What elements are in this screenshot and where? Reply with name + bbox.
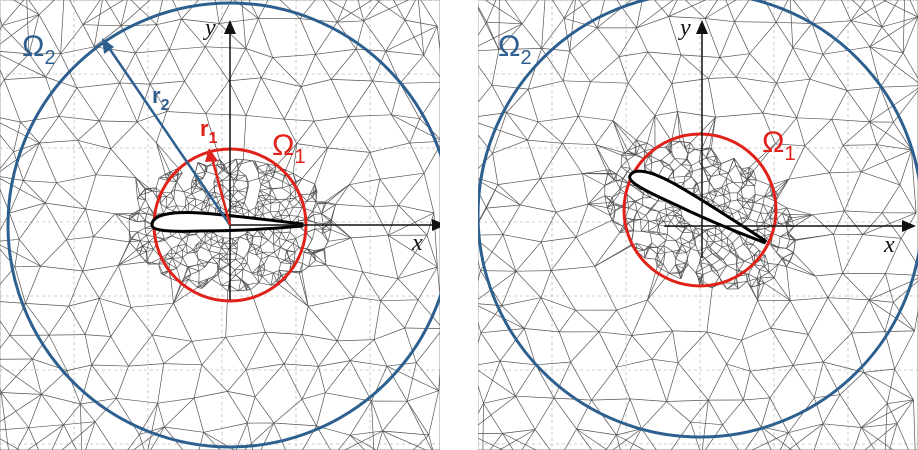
x-axis-label: x: [411, 230, 423, 256]
y-axis-label: y: [203, 15, 216, 41]
outer-radius-line: [105, 44, 232, 226]
omega-inner-label: Ω1: [272, 129, 306, 168]
omega-outer-label: Ω2: [22, 30, 56, 69]
y-axis-label: y: [678, 15, 691, 41]
x-axis-arrow: [902, 220, 916, 232]
r-inner-label: r1: [200, 116, 218, 147]
mesh-panel-left: y x Ω2 r2 r1 Ω1: [0, 0, 440, 450]
omega-outer-label: Ω2: [498, 30, 532, 69]
coordinate-axes: [224, 20, 440, 300]
x-axis-arrow: [432, 219, 440, 231]
inner-radius-line: [210, 157, 232, 226]
mesh-diagram-right: y x Ω2 Ω1: [478, 0, 918, 450]
airfoil: [628, 169, 768, 245]
omega-inner-label: Ω1: [762, 126, 796, 165]
panel-border: [478, 0, 918, 450]
outer-radius-arrow: [102, 38, 114, 54]
inner-radius-arrow: [205, 148, 218, 162]
inner-domain-circle: [622, 132, 778, 288]
r-outer-label: r2: [152, 83, 170, 114]
mesh-diagram-left: y x Ω2 r2 r1 Ω1: [0, 0, 440, 450]
y-axis-arrow: [696, 20, 708, 34]
y-axis-arrow: [224, 20, 236, 34]
outer-domain-circle: [6, 1, 440, 449]
coordinate-axes: [664, 20, 916, 258]
outer-domain-circle: [478, 0, 918, 439]
mesh-panel-right: y x Ω2 Ω1: [478, 0, 918, 450]
x-axis-label: x: [883, 232, 895, 258]
